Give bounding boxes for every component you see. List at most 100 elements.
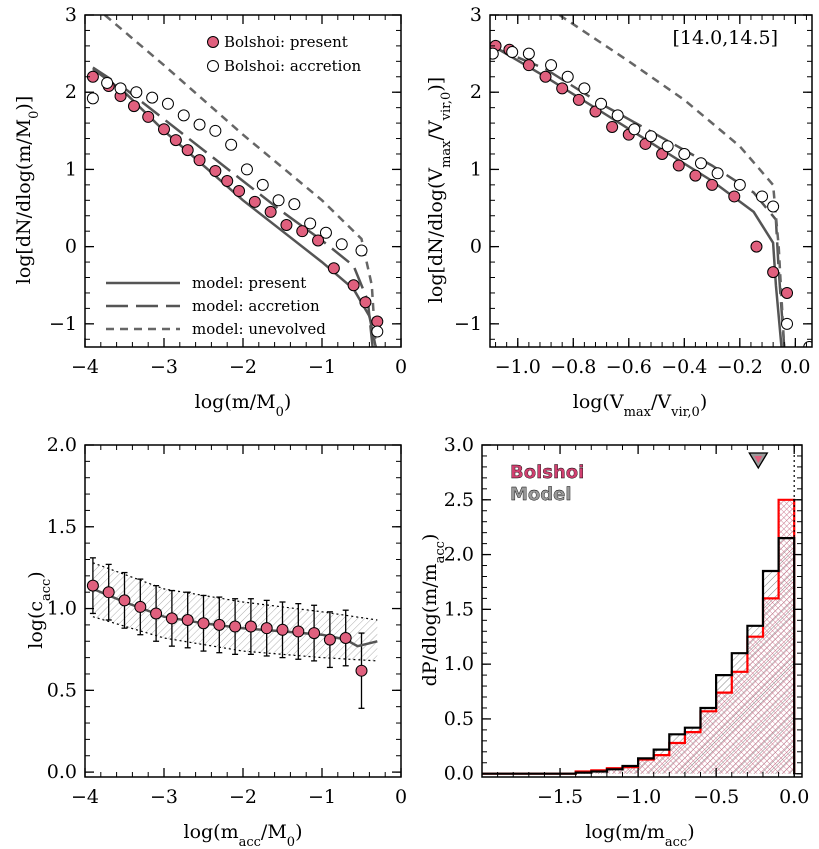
data-point-accretion [733,178,746,191]
bolshoi-bar-crosshatch [638,759,654,774]
panel_b-ytick-label: 2 [470,81,482,103]
panel_d-ytick-label: 0.5 [444,708,474,730]
bolshoi-bar-crosshatch [731,671,748,774]
panel_c-xtick-label: −3 [150,786,178,808]
data-point-present [539,70,552,83]
data-point-accretion [272,194,285,207]
data-point [102,586,115,599]
data-point-accretion [803,341,812,347]
bolshoi-bar-crosshatch [684,732,701,774]
panel_a-ytick-label: 3 [65,4,77,26]
data-point-accretion [645,130,657,143]
data-point [165,612,178,625]
panel_c-xtick-label: 0 [395,786,407,808]
bolshoi-bar-crosshatch [700,711,717,774]
panel_d-ytick-label: 0.0 [444,763,474,785]
data-point-accretion [490,47,499,60]
data-point-accretion [767,200,780,213]
panel_b-ytick-label: −1 [454,313,482,335]
series-line-long-dash [92,66,374,347]
panel_b-xtick-label: −1.0 [495,356,541,378]
panel_b-ytick-label: 3 [470,4,482,26]
panel_a-xtick-label: −4 [71,356,99,378]
legend-label-model: Model [510,484,572,505]
bolshoi-bar-crosshatch [653,755,670,774]
panel-a-ylabel: log[dN/dlog(m/M0)] [13,96,42,285]
panel_d-ytick-label: 1.0 [444,653,474,675]
panel-a-xlabel: log(m/M0) [195,391,292,420]
panel_c-ytick-label: 2.0 [47,434,77,456]
data-point-accretion [161,97,174,110]
panel_a-xtick-label: −1 [308,356,336,378]
bolshoi-bar-crosshatch [762,598,779,774]
data-point-accretion [288,198,301,211]
data-point-accretion [545,59,558,72]
data-point-present [312,234,325,247]
data-point [229,620,242,633]
panel_d-frame [481,444,803,778]
legend-label-accretion: Bolshoi: accretion [224,57,362,75]
data-point-present [127,100,140,113]
panel_d-ytick-label: 1.5 [444,598,474,620]
panel_c-xtick-label: −1 [308,786,336,808]
bolshoi-bar-crosshatch [622,767,639,774]
panel_d-xtick-label: −1.5 [537,786,583,808]
data-point [213,618,226,631]
data-point-accretion [146,91,159,104]
panel-subhalo-mass-function: −4 −3 −2 −1 0 −1 0 1 2 3 [49,4,407,378]
data-point-accretion [522,47,535,60]
data-point-accretion [611,109,624,122]
bolshoi-bar-crosshatch [669,743,685,774]
data-point-accretion [355,244,368,257]
data-point-present [142,110,155,123]
data-point-present [264,205,277,218]
bolshoi-bar-crosshatch [716,692,732,774]
data-point-accretion [711,167,724,180]
panel_b-ytick-label: 0 [470,236,482,258]
legend-label-present: Bolshoi: present [224,33,348,51]
panel_a-ytick-label: 0 [65,236,77,258]
data-point-present [689,169,702,182]
panel_a-ytick-label: −1 [49,313,77,335]
data-point [118,594,131,607]
panel_b-plot-area [490,15,812,347]
panel-b-ylabel: log[dN/dlog(Vmax/Vvir,0)] [425,77,454,303]
panel_b-ytick-label: 1 [470,158,482,180]
panel_b-xtick-label: −0.2 [717,356,763,378]
data-point-present [221,175,234,187]
panel_c-plot-area [86,557,378,709]
data-point [292,625,305,638]
data-point [276,623,289,636]
data-point [150,607,163,620]
panel_a-xtick-label: −2 [229,356,257,378]
data-point-present [327,262,340,275]
data-point-present [522,59,535,72]
data-point [308,627,321,640]
panel_d-xtick-label: 0.0 [779,786,809,808]
panel_b-xtick-label: 0.0 [780,356,810,378]
data-point-present [280,219,293,232]
panel_c-frame [84,444,402,778]
data-point-present [556,82,569,95]
data-point [134,600,147,613]
panel_d-plot-area [482,498,796,775]
series-line-short-dash [558,15,786,347]
data-point-accretion [240,163,253,176]
panel_c-ytick-label: 1.5 [47,516,77,538]
data-point-present [181,144,194,157]
data-point-accretion [114,82,127,95]
data-point-accretion [86,92,99,105]
panel_d-xtick-label: −1.0 [615,786,661,808]
bolshoi-bar-crosshatch [778,499,795,774]
data-point-present [728,190,741,203]
panel_a-frame [84,14,402,348]
panel_b-xtick-label: −0.4 [661,356,707,378]
data-point-accretion [304,217,317,230]
data-point [197,617,210,630]
data-point-accretion [506,46,519,59]
panel-c-xlabel: log(macc/M0) [184,821,303,849]
panel_a-ytick-label: 1 [65,158,77,180]
panel_c-ytick-label: 0.5 [47,679,77,701]
legend-label-model-unevolved: model: unevolved [192,320,326,338]
